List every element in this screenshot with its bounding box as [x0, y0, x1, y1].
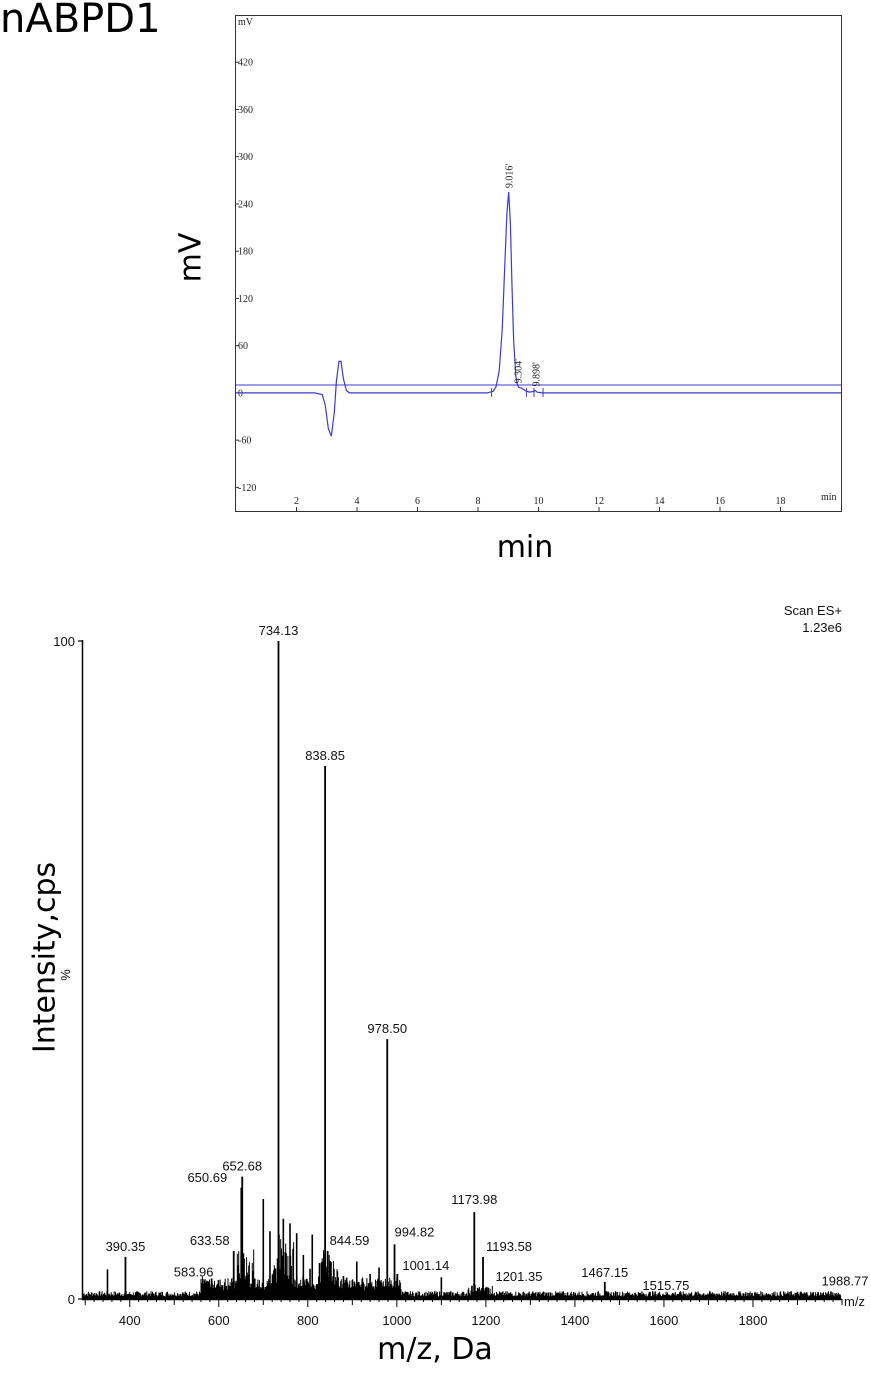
ms-x-tick-label: 1200 [471, 1313, 500, 1328]
ms-peak-label: 994.82 [395, 1224, 435, 1239]
chromatogram-x-tick-label: 4 [355, 496, 360, 507]
ms-x-unit: m/z [844, 1294, 865, 1309]
ms-peak-label: 1988.77 [822, 1274, 869, 1289]
chromatogram-y-tick-label: 0 [238, 388, 243, 399]
ms-peak-label: 734.13 [259, 623, 299, 638]
chromatogram-y-tick-label: -120 [238, 483, 256, 494]
ms-baseline-noise [82, 1234, 842, 1299]
chromatogram-x-axis-label: min [496, 530, 554, 565]
chromatogram-y-tick-label: 60 [238, 341, 248, 352]
chromatogram-chart: mV min 420 360 300 240 180 120 60 0 -60 -120 2 4 6 8… [235, 15, 842, 512]
ms-base-intensity: 1.23e6 [802, 620, 842, 635]
ms-peak-label: 838.85 [305, 748, 345, 763]
chromatogram-y-tick-label: 360 [238, 105, 253, 116]
chromatogram-x-tick-label: 18 [776, 496, 786, 507]
ms-peak-label: 844.59 [330, 1233, 370, 1248]
chromatogram-y-tick-label: -60 [238, 436, 251, 447]
ms-peak-label: 652.68 [222, 1159, 262, 1174]
ms-peak-label: 390.35 [106, 1239, 146, 1254]
chromatogram-y-tick-label: 240 [238, 199, 253, 210]
chromatogram-x-tick-label: 14 [655, 496, 665, 507]
ms-x-tick-label: 1800 [739, 1313, 768, 1328]
ms-x-tick-label: 600 [208, 1313, 230, 1328]
chromatogram-y-tick-label: 180 [238, 247, 253, 258]
chromatogram-peak-label: 9.304' [513, 359, 524, 384]
figure-label: nABPD1 [0, 0, 161, 42]
chromatogram-y-tick-label: 120 [238, 294, 253, 305]
ms-peak-label: 633.58 [190, 1233, 230, 1248]
ms-peak-label: 1001.14 [402, 1258, 449, 1273]
ms-x-tick-label: 800 [297, 1313, 319, 1328]
ms-scan-mode: Scan ES+ [784, 603, 842, 618]
chromatogram-peak-label: 9.898' [531, 362, 542, 387]
chromatogram-y-tick-label: 300 [238, 152, 253, 163]
chromatogram-x-tick-label: 12 [594, 496, 604, 507]
ms-peak-label: 1193.58 [486, 1239, 532, 1254]
ms-x-tick-label: 400 [119, 1313, 141, 1328]
chromatogram-x-tick-label: 6 [415, 496, 420, 507]
ms-x-tick-label: 1000 [382, 1313, 411, 1328]
ms-x-tick-label: 1400 [560, 1313, 589, 1328]
ms-y-tick-label: 100 [53, 634, 75, 649]
chromatogram-frame [235, 15, 842, 512]
ms-peak-label: 1515.75 [642, 1278, 689, 1293]
ms-y-tick-label: 0 [68, 1292, 75, 1307]
ms-peak-label: 978.50 [367, 1021, 407, 1036]
chromatogram-x-tick-label: 16 [715, 496, 725, 507]
chromatogram-peak-label: 9.016' [505, 164, 516, 189]
ms-peak-label: 1467.15 [581, 1265, 628, 1280]
ms-peak-label: 583.96 [174, 1265, 214, 1280]
ms-peak-label: 1173.98 [451, 1192, 497, 1207]
chromatogram-x-tick-label: 8 [476, 496, 481, 507]
ms-peak-label: 650.69 [187, 1170, 227, 1185]
chromatogram-x-tick-label: 10 [534, 496, 544, 507]
ms-y-axis-label: Intensity,cps [27, 861, 63, 1054]
chromatogram-y-tick-label: 420 [238, 58, 253, 69]
chromatogram-y-unit: mV [238, 17, 254, 28]
ms-y-unit: % [58, 969, 73, 981]
ms-x-axis-label: m/z, Da [377, 1332, 493, 1367]
chromatogram-x-unit: min [821, 492, 837, 503]
chromatogram-trace [236, 192, 841, 437]
ms-x-tick-label: 1600 [649, 1313, 678, 1328]
chromatogram-x-tick-label: 2 [294, 496, 299, 507]
ms-peak-label: 1201.35 [495, 1269, 542, 1284]
